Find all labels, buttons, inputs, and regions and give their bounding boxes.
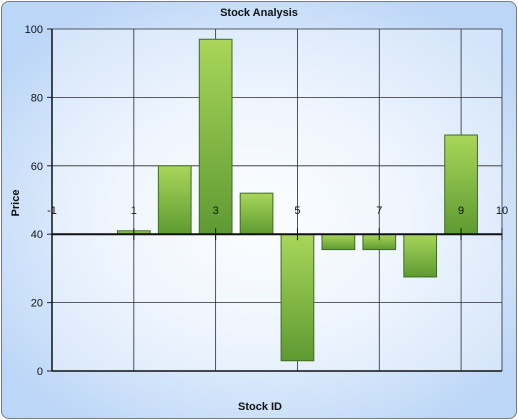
x-tick-label: 7 xyxy=(376,205,382,217)
y-tick-label: 80 xyxy=(31,92,43,104)
x-tick-label: 10 xyxy=(496,205,508,217)
bar xyxy=(321,233,356,251)
plot-area xyxy=(52,29,502,371)
bar xyxy=(403,233,438,278)
x-tick-label: -1 xyxy=(47,205,57,217)
y-tick-label: 60 xyxy=(31,161,43,173)
bar xyxy=(239,192,274,235)
y-tick-label: 40 xyxy=(31,229,43,241)
x-tick-label: 3 xyxy=(213,205,219,217)
x-tick-label: 1 xyxy=(131,205,137,217)
bars xyxy=(116,38,478,362)
y-tick-label: 20 xyxy=(31,298,43,310)
y-tick-label: 100 xyxy=(25,24,43,36)
tick-labels: 0 20 40 60 80 100 -1 1 3 5 7 9 10 xyxy=(25,24,508,378)
y-tick-label: 0 xyxy=(37,366,43,378)
x-axis-title: Stock ID xyxy=(238,401,282,413)
axes xyxy=(47,28,503,372)
bar xyxy=(444,134,478,235)
bar xyxy=(157,165,192,235)
x-tick-label: 5 xyxy=(294,205,300,217)
y-axis-title: Price xyxy=(10,190,22,217)
bar xyxy=(198,38,233,235)
bar xyxy=(280,233,315,362)
x-tick-label: 9 xyxy=(458,205,464,217)
chart-title: Stock Analysis xyxy=(220,7,298,19)
